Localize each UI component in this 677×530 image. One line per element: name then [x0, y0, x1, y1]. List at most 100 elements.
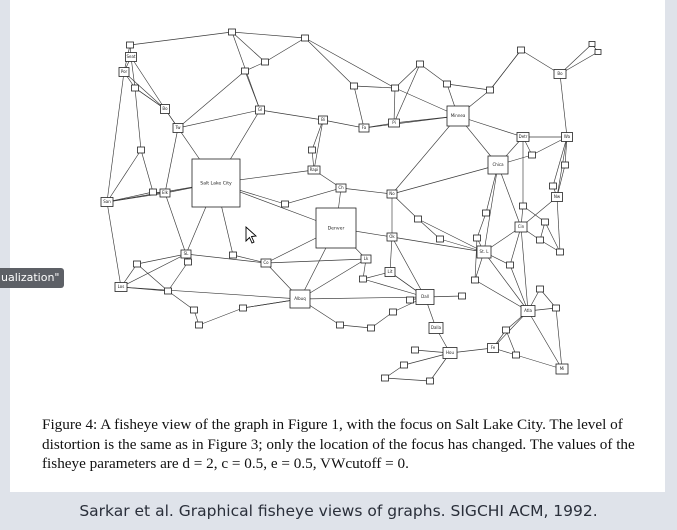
graph-node-label: Bo	[162, 106, 168, 111]
graph-edge	[167, 261, 189, 292]
graph-edge	[509, 264, 529, 312]
graph-node-om	[359, 275, 367, 283]
graph-edge	[474, 237, 478, 281]
graph-node-n78	[549, 182, 557, 190]
graph-node-label: No	[389, 191, 395, 196]
graph-node-label: Los	[118, 284, 125, 289]
graph-edge	[391, 115, 459, 195]
graph-edge	[120, 286, 301, 300]
graph-node-dall: Dall	[415, 289, 435, 305]
graph-edge	[353, 85, 396, 89]
graph-edge	[509, 226, 522, 266]
graph-node-lir: Lit	[384, 267, 396, 277]
graph-edge	[167, 290, 195, 311]
graph-node-n50	[536, 285, 544, 293]
graph-edge	[232, 254, 267, 264]
graph-edge	[555, 307, 563, 370]
mouse-cursor-icon	[245, 225, 258, 244]
graph-node-det: Detr	[516, 132, 530, 142]
graph-edge	[136, 263, 169, 292]
graph-edge	[304, 37, 396, 89]
graph-node-n59	[471, 276, 479, 284]
graph-edge	[391, 236, 485, 253]
graph-nodes: Seat Por Bo Tw Elk San Salt Lake City Gl Bi Rapi C…	[100, 28, 602, 385]
graph-node-n11	[228, 28, 236, 36]
graph-node-n69	[190, 306, 198, 314]
graph-node-n53	[536, 236, 544, 244]
graph-node-label: Ch	[338, 185, 344, 190]
graph-node-n74	[350, 82, 358, 90]
graph-node-tw: Tw	[172, 123, 184, 133]
citation: Sarkar et al. Graphical fisheye views of…	[79, 502, 598, 520]
graph-node-label: Tw	[174, 125, 181, 130]
graph-node-n79	[506, 261, 514, 269]
graph-node-label: Fa	[362, 125, 367, 130]
graph-edge	[489, 49, 522, 91]
graph-node-n81	[411, 346, 419, 354]
graph-node-rap: Rapi	[307, 165, 321, 175]
graph-node-n63	[381, 374, 389, 382]
graph-edge	[446, 83, 491, 91]
graph-node-bi: Bi	[318, 115, 328, 125]
graph-node-fa: Fa	[358, 123, 370, 133]
fisheye-graph-figure: Seat Por Bo Tw Elk San Salt Lake City Gl Bi Rapi C…	[100, 28, 602, 385]
graph-node-n62	[389, 308, 397, 316]
graph-node-sl: SL	[180, 249, 192, 259]
graph-node-n3	[131, 84, 139, 92]
graph-edge	[322, 119, 365, 129]
graph-edge	[106, 191, 154, 203]
graph-node-elk: Elk	[159, 188, 171, 198]
graph-node-n12	[301, 34, 309, 42]
graph-node-n60	[458, 292, 466, 300]
graph-node-fx: Fe	[487, 343, 499, 353]
graph-node-n25	[517, 46, 525, 54]
graph-node-ok: Ok	[386, 232, 398, 242]
graph-edge	[311, 119, 324, 151]
graph-node-n67	[239, 304, 247, 312]
graph-edge	[483, 251, 529, 312]
graph-node-por: Por	[118, 67, 130, 77]
graph-edge	[393, 87, 396, 124]
graph-node-n27	[588, 41, 596, 47]
graph-node-n70	[164, 287, 172, 295]
figure-caption: Figure 4: A fisheye view of the graph in…	[42, 416, 635, 472]
graph-node-nor: Nw	[551, 192, 563, 202]
graph-node-label: Albuq	[294, 296, 306, 301]
graph-node-label: Chica	[492, 162, 504, 167]
graph-node-n73	[414, 215, 422, 223]
graph-node-label: Rapi	[310, 167, 319, 172]
graph-node-no: No	[386, 189, 398, 199]
graph-node-n80	[512, 351, 520, 359]
graph-edge	[544, 221, 561, 253]
graph-node-n65	[367, 324, 375, 332]
graph-node-n76	[241, 67, 249, 75]
graph-edge	[123, 71, 166, 110]
graph-edge	[417, 218, 485, 253]
graph-edge	[299, 296, 426, 300]
graph-node-slc: Salt Lake City	[191, 158, 241, 208]
graph-edge	[164, 192, 187, 255]
graph-edge	[559, 73, 568, 138]
graph-edge	[520, 226, 529, 312]
graph-edge	[299, 258, 367, 300]
graph-edge	[515, 354, 563, 370]
graph-edge	[520, 49, 561, 75]
graph-node-label: Gl	[258, 107, 262, 112]
graph-node-n82	[426, 377, 434, 385]
graph-node-sfr: San	[100, 197, 114, 207]
graph-node-label: Dalla	[431, 325, 442, 330]
graph-edge	[474, 279, 529, 312]
graph-node-n24	[486, 86, 494, 94]
graph-edge	[284, 187, 342, 205]
graph-edge	[198, 307, 244, 326]
graph-edge	[497, 164, 522, 228]
graph-node-hou: Hou	[442, 347, 458, 359]
graph-edge	[136, 253, 187, 265]
graph-node-n32	[528, 151, 536, 159]
graph-edge	[391, 164, 499, 195]
graph-edge	[492, 310, 529, 349]
graph-node-label: Fe	[491, 345, 496, 350]
graph-edge	[164, 127, 179, 194]
graph-node-chica: Chica	[487, 155, 509, 175]
graph-node-n28	[594, 49, 602, 55]
